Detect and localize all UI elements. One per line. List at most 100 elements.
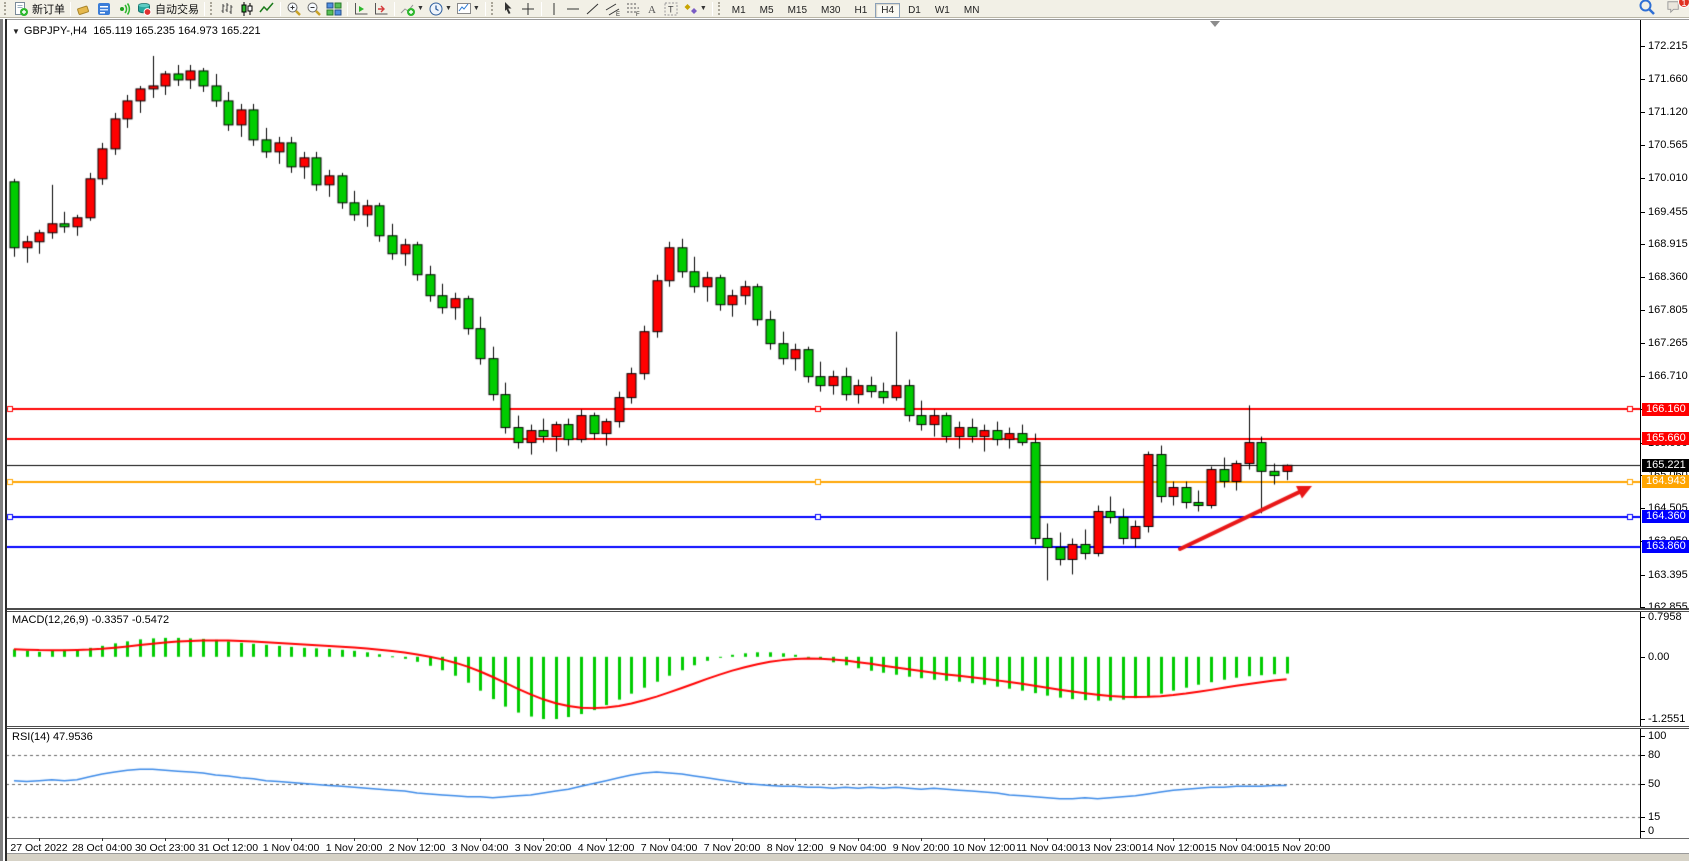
new-order-icon — [13, 1, 29, 17]
crosshair-icon — [520, 1, 536, 17]
text-tool-icon: A — [645, 1, 659, 17]
auto-trading-button[interactable]: 自动交易 — [134, 0, 201, 17]
rsi-tick-label: 100 — [1648, 730, 1667, 742]
price-tick-mark — [1640, 376, 1645, 377]
time-axis-label: 15 Nov 20:00 — [1267, 842, 1331, 854]
signal-icon — [116, 1, 132, 17]
timeframe-d1[interactable]: D1 — [908, 4, 921, 16]
search-icon[interactable] — [1638, 0, 1656, 21]
trendline-tool-button[interactable] — [583, 0, 603, 17]
time-axis-label: 9 Nov 20:00 — [892, 842, 950, 854]
price-tick-mark — [1640, 212, 1645, 213]
rsi-tick-mark — [1640, 817, 1645, 818]
new-order-label: 新订单 — [32, 3, 65, 16]
timeframe-w1[interactable]: W1 — [934, 4, 950, 16]
chart-shift-button[interactable] — [371, 0, 391, 17]
line-chart-button[interactable] — [257, 0, 277, 17]
fibonacci-tool-button[interactable]: F — [623, 0, 643, 17]
panel-separator[interactable] — [0, 726, 1689, 729]
time-tick-mark — [984, 838, 985, 841]
time-axis-label: 27 Oct 2022 — [10, 842, 68, 854]
toolbar-grip — [490, 2, 496, 15]
channel-tool-button[interactable]: E — [603, 0, 623, 17]
toolbar-separator — [711, 1, 713, 16]
window-border-top — [0, 19, 1689, 20]
price-tick-label: 168.915 — [1648, 238, 1688, 250]
time-tick-mark — [165, 838, 166, 841]
timeframe-m5[interactable]: M5 — [759, 4, 774, 16]
indicators-button[interactable]: ▼ — [398, 0, 426, 17]
timeframe-m1[interactable]: M1 — [731, 4, 746, 16]
timeframe-h1[interactable]: H1 — [854, 4, 868, 16]
macd-tick-mark — [1640, 617, 1645, 618]
zoom-out-button[interactable] — [304, 0, 324, 17]
svg-text:F: F — [636, 12, 640, 17]
time-tick-mark — [102, 838, 103, 841]
timeframe-m15[interactable]: M15 — [787, 4, 808, 16]
eraser-button[interactable] — [74, 0, 94, 17]
price-tick-mark — [1640, 607, 1645, 608]
arrows-tool-button[interactable]: ▼ — [681, 0, 709, 17]
zoom-in-button[interactable] — [284, 0, 304, 17]
bar-chart-button[interactable] — [217, 0, 237, 17]
svg-text:T: T — [668, 4, 674, 14]
ohlc-values: 165.119 165.235 164.973 165.221 — [93, 25, 261, 37]
toolbar-right: 1 — [1638, 0, 1689, 21]
macd-panel-canvas[interactable] — [0, 612, 1640, 726]
new-order-button[interactable]: 新订单 — [11, 0, 67, 17]
hline-tool-button[interactable] — [563, 0, 583, 17]
time-tick-mark — [228, 838, 229, 841]
candlestick-chart-canvas[interactable] — [0, 20, 1640, 608]
cursor-button[interactable] — [498, 0, 518, 17]
rsi-tick-mark — [1640, 736, 1645, 737]
signal-button[interactable] — [114, 0, 134, 17]
svg-text:A: A — [648, 4, 656, 16]
market-depth-button[interactable] — [94, 0, 114, 17]
time-tick-mark — [1173, 838, 1174, 841]
time-axis-label: 15 Nov 04:00 — [1204, 842, 1268, 854]
vline-tool-button[interactable] — [545, 0, 563, 17]
timeframe-group: M1 M5 M15 M30 H1 H4 D1 W1 MN — [725, 0, 987, 18]
label-tool-button[interactable]: T — [661, 0, 681, 17]
toolbar-grip — [210, 2, 215, 15]
candlestick-chart-button[interactable] — [237, 0, 257, 17]
timeframe-h4[interactable]: H4 — [875, 2, 901, 18]
tile-windows-button[interactable] — [324, 0, 344, 17]
cursor-icon — [500, 1, 516, 17]
rsi-tick-mark — [1640, 831, 1645, 832]
collapse-icon[interactable]: ▼ — [12, 27, 20, 36]
tile-windows-icon — [326, 1, 342, 17]
text-tool-button[interactable]: A — [643, 0, 661, 17]
time-axis-label: 1 Nov 20:00 — [325, 842, 383, 854]
panel-separator[interactable] — [0, 608, 1689, 612]
rsi-tick-label: 0 — [1648, 825, 1655, 837]
auto-scroll-button[interactable] — [351, 0, 371, 17]
price-tick-label: 163.395 — [1648, 569, 1688, 581]
timeframe-m30[interactable]: M30 — [821, 4, 841, 16]
time-axis-label: 31 Oct 12:00 — [197, 842, 259, 854]
price-badge: 164.360 — [1642, 510, 1689, 523]
price-tick-label: 170.565 — [1648, 139, 1688, 151]
templates-button[interactable]: ▼ — [454, 0, 482, 17]
time-axis-label: 14 Nov 12:00 — [1141, 842, 1205, 854]
notification-button[interactable]: 1 — [1666, 0, 1689, 20]
time-tick-mark — [480, 838, 481, 841]
time-axis-label: 9 Nov 04:00 — [829, 842, 887, 854]
price-tick-mark — [1640, 277, 1645, 278]
time-tick-mark — [795, 838, 796, 841]
arrows-tool-icon — [683, 1, 699, 17]
eraser-icon — [76, 1, 92, 17]
periods-button[interactable]: ▼ — [426, 0, 454, 17]
rsi-tick-mark — [1640, 784, 1645, 785]
timeframe-mn[interactable]: MN — [963, 4, 980, 16]
fibonacci-tool-icon: F — [625, 1, 641, 17]
time-axis-label: 10 Nov 12:00 — [952, 842, 1016, 854]
crosshair-button[interactable] — [518, 0, 538, 17]
rsi-panel-canvas[interactable] — [0, 729, 1640, 838]
macd-tick-label: 0.00 — [1648, 651, 1670, 663]
line-chart-icon — [259, 1, 275, 17]
label-tool-icon: T — [663, 1, 679, 17]
toolbar-grip — [717, 2, 723, 15]
time-tick-mark — [543, 838, 544, 841]
chart-shift-marker[interactable] — [1210, 21, 1220, 27]
